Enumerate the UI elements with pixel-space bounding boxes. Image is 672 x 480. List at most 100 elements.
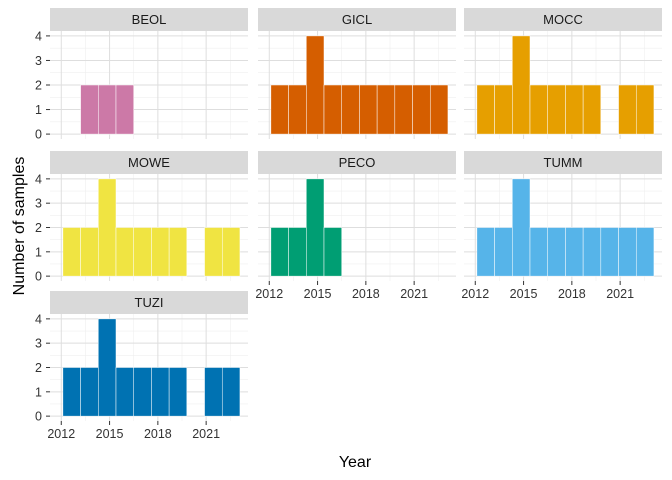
y-tick-label: 3 <box>35 54 42 68</box>
x-tick-label: 2018 <box>144 427 172 441</box>
bar-gicl-bin-9 <box>429 84 449 135</box>
bar-gicl-bin-0 <box>270 84 289 135</box>
y-axis-title: Number of samples <box>11 157 28 296</box>
y-tick-label: 1 <box>35 245 42 259</box>
panels-layer: BEOL 0 1 2 3 4 GICL MOCC MOWE 0 1 2 3 4 PECO 2012 2015 20… <box>35 8 662 441</box>
bar-mowe-bin-1 <box>80 227 99 277</box>
bar-tuzi-bin-0 <box>62 367 81 417</box>
y-tick-label: 0 <box>35 270 42 284</box>
y-tick-label: 3 <box>35 197 42 211</box>
x-tick-label: 2012 <box>47 427 75 441</box>
y-tick-label: 1 <box>35 385 42 399</box>
panel-peco: PECO 2012 2015 2018 2021 <box>255 151 456 301</box>
bar-tumm-bin-2 <box>512 178 531 277</box>
y-tick-label: 4 <box>35 172 42 186</box>
facet-label: MOWE <box>128 155 170 170</box>
bar-tuzi-bin-3 <box>115 367 134 417</box>
bar-tumm-bin-8 <box>618 227 637 277</box>
bar-mowe-bin-0 <box>62 227 81 277</box>
bar-mocc-bin-2 <box>512 35 531 135</box>
facet-label: GICL <box>342 12 372 27</box>
bar-mowe-bin-3 <box>115 227 134 277</box>
panel-mocc: MOCC <box>464 8 662 139</box>
bar-tuzi-bin-4 <box>133 367 152 417</box>
bar-tuzi-bin-6 <box>168 367 188 417</box>
y-tick-label: 2 <box>35 79 42 93</box>
facet-strip <box>50 151 248 174</box>
bar-mowe-bin-2 <box>98 178 117 277</box>
bar-beol-bin-2 <box>98 84 117 135</box>
bar-tuzi-bin-1 <box>80 367 99 417</box>
x-axis-title: Year <box>339 454 372 471</box>
bar-mowe-bin-9 <box>221 227 241 277</box>
bar-gicl-bin-2 <box>306 35 325 135</box>
bar-mocc-bin-0 <box>476 84 495 135</box>
x-tick-label: 2021 <box>192 427 220 441</box>
x-tick-label: 2021 <box>400 287 428 301</box>
facet-label: BEOL <box>132 12 167 27</box>
bar-gicl-bin-3 <box>323 84 342 135</box>
bar-gicl-bin-1 <box>288 84 307 135</box>
x-tick-label: 2021 <box>606 287 634 301</box>
bar-mocc-bin-4 <box>547 84 566 135</box>
y-tick-label: 4 <box>35 312 42 326</box>
bar-tuzi-bin-2 <box>98 318 117 417</box>
bar-mowe-bin-6 <box>168 227 188 277</box>
bar-gicl-bin-7 <box>394 84 413 135</box>
bar-mowe-bin-5 <box>151 227 170 277</box>
y-tick-label: 3 <box>35 337 42 351</box>
facet-strip <box>50 291 248 314</box>
y-tick-label: 0 <box>35 128 42 142</box>
bar-peco-bin-0 <box>270 227 289 277</box>
bar-tumm-bin-7 <box>600 227 619 277</box>
bar-tuzi-bin-8 <box>204 367 223 417</box>
bar-mowe-bin-4 <box>133 227 152 277</box>
bar-peco-bin-3 <box>323 227 342 277</box>
x-tick-label: 2015 <box>304 287 332 301</box>
bar-mocc-bin-1 <box>494 84 513 135</box>
bar-beol-bin-3 <box>115 84 134 135</box>
bar-tumm-bin-3 <box>529 227 548 277</box>
bar-gicl-bin-6 <box>376 84 396 135</box>
facet-strip <box>258 151 456 174</box>
bar-gicl-bin-5 <box>359 84 378 135</box>
panel-gicl: GICL <box>258 8 456 139</box>
bar-tumm-bin-0 <box>476 227 495 277</box>
bar-mocc-bin-9 <box>635 84 655 135</box>
y-tick-label: 1 <box>35 103 42 117</box>
y-tick-label: 2 <box>35 361 42 375</box>
bar-tumm-bin-5 <box>565 227 584 277</box>
facet-label: MOCC <box>543 12 583 27</box>
bar-beol-bin-1 <box>80 84 99 135</box>
x-tick-label: 2018 <box>558 287 586 301</box>
bar-peco-bin-1 <box>288 227 307 277</box>
x-tick-label: 2012 <box>461 287 489 301</box>
bar-mocc-bin-5 <box>565 84 584 135</box>
bar-tumm-bin-4 <box>547 227 566 277</box>
bar-mocc-bin-3 <box>529 84 548 135</box>
facet-strip <box>464 8 662 31</box>
bar-mocc-bin-6 <box>582 84 602 135</box>
facet-strip <box>50 8 248 31</box>
panel-mowe: MOWE 0 1 2 3 4 <box>35 151 248 284</box>
bar-tuzi-bin-5 <box>151 367 170 417</box>
bar-tumm-bin-6 <box>582 227 602 277</box>
x-tick-label: 2012 <box>255 287 283 301</box>
facet-strip <box>258 8 456 31</box>
bar-peco-bin-2 <box>306 178 325 277</box>
panel-tuzi: TUZI 0 1 2 3 4 2012 2015 2018 2021 <box>35 291 248 441</box>
y-tick-label: 4 <box>35 29 42 43</box>
panel-beol: BEOL 0 1 2 3 4 <box>35 8 248 142</box>
x-tick-label: 2018 <box>352 287 380 301</box>
bar-tumm-bin-1 <box>494 227 513 277</box>
bar-mowe-bin-8 <box>204 227 223 277</box>
bar-gicl-bin-8 <box>412 84 431 135</box>
bar-tuzi-bin-9 <box>221 367 241 417</box>
facet-label: PECO <box>339 155 376 170</box>
facet-label: TUZI <box>135 295 164 310</box>
panel-tumm: TUMM 2012 2015 2018 2021 <box>461 151 662 301</box>
y-tick-label: 0 <box>35 410 42 424</box>
x-tick-label: 2015 <box>96 427 124 441</box>
x-tick-label: 2015 <box>510 287 538 301</box>
